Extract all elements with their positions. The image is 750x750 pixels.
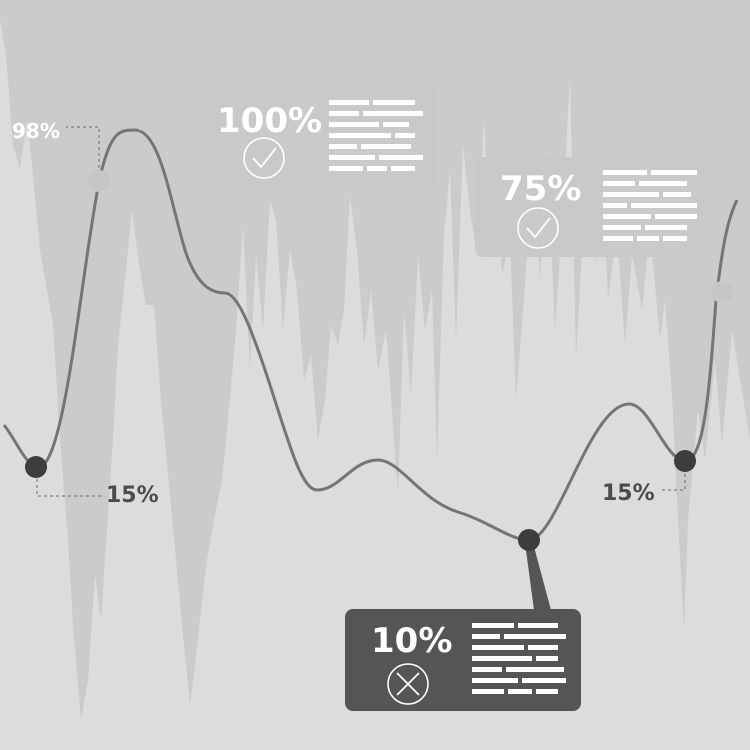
data-point-10 [518,529,540,551]
check-icon [243,137,285,179]
data-point-98 [88,170,110,192]
value-label-15-left: 15% [106,483,159,508]
check-icon [517,207,559,249]
value-label-98: 98% [12,119,60,143]
callout-value-75: 75% [500,169,581,209]
callout-pointer-100 [138,113,203,140]
callout-value-10: 10% [371,621,452,661]
text-placeholder-10 [472,623,566,694]
callout-100: 100% [201,87,437,187]
callout-pointer-75 [678,256,717,283]
text-placeholder-75 [603,170,697,241]
leader-line-15-right [660,462,686,491]
callout-value-100: 100% [217,101,322,141]
callout-pointer-10 [525,543,551,610]
callout-10: 10% [345,609,581,711]
data-point-15-left [25,456,47,478]
callout-75: 75% [475,157,711,257]
text-placeholder-100 [329,100,423,171]
value-label-15-right: 15% [602,481,655,506]
cross-icon [387,663,429,705]
leader-line-98 [66,126,100,180]
data-point-15-right [674,450,696,472]
leader-line-15-left [36,467,102,497]
data-point-75 [711,281,733,303]
